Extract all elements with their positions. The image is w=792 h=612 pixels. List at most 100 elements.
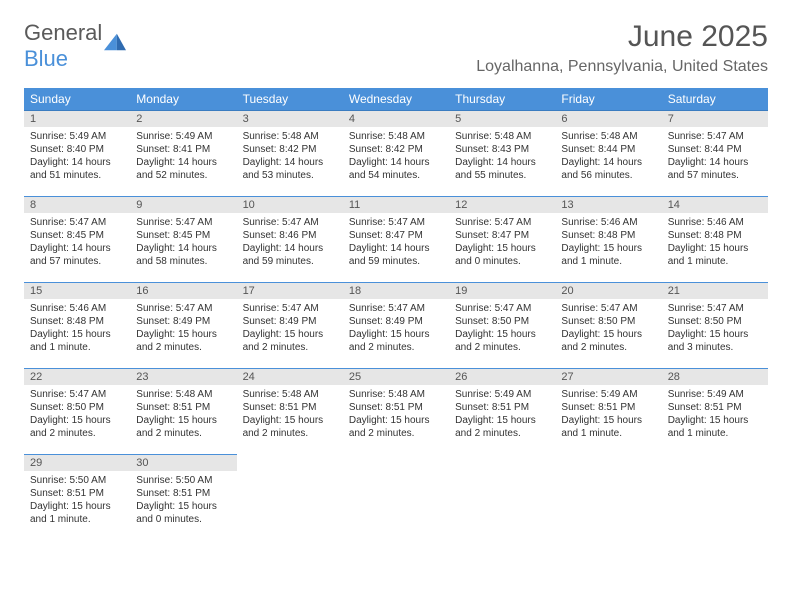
day-content: Sunrise: 5:47 AMSunset: 8:45 PMDaylight:… <box>130 213 236 272</box>
calendar-cell: 11Sunrise: 5:47 AMSunset: 8:47 PMDayligh… <box>343 197 449 283</box>
daylight-line: Daylight: 15 hours and 2 minutes. <box>30 414 124 440</box>
day-number: 23 <box>130 369 236 385</box>
sunset-line: Sunset: 8:50 PM <box>455 315 549 328</box>
sunset-line: Sunset: 8:51 PM <box>136 487 230 500</box>
sunset-line: Sunset: 8:51 PM <box>561 401 655 414</box>
calendar-cell: 14Sunrise: 5:46 AMSunset: 8:48 PMDayligh… <box>662 197 768 283</box>
calendar-row: 22Sunrise: 5:47 AMSunset: 8:50 PMDayligh… <box>24 369 768 455</box>
sunset-line: Sunset: 8:44 PM <box>561 143 655 156</box>
day-number: 12 <box>449 197 555 213</box>
sunrise-line: Sunrise: 5:50 AM <box>30 474 124 487</box>
sunrise-line: Sunrise: 5:47 AM <box>561 302 655 315</box>
calendar-cell: 4Sunrise: 5:48 AMSunset: 8:42 PMDaylight… <box>343 111 449 197</box>
calendar-row: 8Sunrise: 5:47 AMSunset: 8:45 PMDaylight… <box>24 197 768 283</box>
day-content: Sunrise: 5:50 AMSunset: 8:51 PMDaylight:… <box>24 471 130 530</box>
logo-text-blue: Blue <box>24 46 68 71</box>
day-number: 13 <box>555 197 661 213</box>
sunset-line: Sunset: 8:50 PM <box>30 401 124 414</box>
sunrise-line: Sunrise: 5:47 AM <box>668 130 762 143</box>
day-content: Sunrise: 5:50 AMSunset: 8:51 PMDaylight:… <box>130 471 236 530</box>
daylight-line: Daylight: 15 hours and 2 minutes. <box>243 414 337 440</box>
sunrise-line: Sunrise: 5:49 AM <box>136 130 230 143</box>
day-number: 24 <box>237 369 343 385</box>
calendar-cell <box>343 455 449 541</box>
sunset-line: Sunset: 8:51 PM <box>136 401 230 414</box>
sunset-line: Sunset: 8:48 PM <box>30 315 124 328</box>
day-number: 11 <box>343 197 449 213</box>
weekday-header: Wednesday <box>343 88 449 111</box>
sunrise-line: Sunrise: 5:49 AM <box>455 388 549 401</box>
day-content: Sunrise: 5:47 AMSunset: 8:46 PMDaylight:… <box>237 213 343 272</box>
day-number: 14 <box>662 197 768 213</box>
day-number: 9 <box>130 197 236 213</box>
day-number: 6 <box>555 111 661 127</box>
logo-triangle-icon <box>104 33 126 51</box>
day-number: 5 <box>449 111 555 127</box>
day-number: 15 <box>24 283 130 299</box>
sunrise-line: Sunrise: 5:47 AM <box>455 302 549 315</box>
day-content: Sunrise: 5:48 AMSunset: 8:51 PMDaylight:… <box>130 385 236 444</box>
sunrise-line: Sunrise: 5:49 AM <box>668 388 762 401</box>
daylight-line: Daylight: 15 hours and 2 minutes. <box>349 328 443 354</box>
daylight-line: Daylight: 15 hours and 0 minutes. <box>455 242 549 268</box>
daylight-line: Daylight: 15 hours and 1 minute. <box>668 242 762 268</box>
sunrise-line: Sunrise: 5:49 AM <box>561 388 655 401</box>
day-content: Sunrise: 5:47 AMSunset: 8:47 PMDaylight:… <box>449 213 555 272</box>
sunset-line: Sunset: 8:49 PM <box>243 315 337 328</box>
calendar-cell: 3Sunrise: 5:48 AMSunset: 8:42 PMDaylight… <box>237 111 343 197</box>
day-number: 8 <box>24 197 130 213</box>
day-content: Sunrise: 5:47 AMSunset: 8:47 PMDaylight:… <box>343 213 449 272</box>
day-content: Sunrise: 5:47 AMSunset: 8:44 PMDaylight:… <box>662 127 768 186</box>
daylight-line: Daylight: 14 hours and 56 minutes. <box>561 156 655 182</box>
daylight-line: Daylight: 14 hours and 51 minutes. <box>30 156 124 182</box>
day-number: 28 <box>662 369 768 385</box>
calendar-cell: 26Sunrise: 5:49 AMSunset: 8:51 PMDayligh… <box>449 369 555 455</box>
sunset-line: Sunset: 8:49 PM <box>136 315 230 328</box>
day-content: Sunrise: 5:46 AMSunset: 8:48 PMDaylight:… <box>555 213 661 272</box>
daylight-line: Daylight: 15 hours and 2 minutes. <box>136 414 230 440</box>
sunset-line: Sunset: 8:51 PM <box>30 487 124 500</box>
day-number: 22 <box>24 369 130 385</box>
sunrise-line: Sunrise: 5:47 AM <box>455 216 549 229</box>
day-content: Sunrise: 5:48 AMSunset: 8:42 PMDaylight:… <box>343 127 449 186</box>
day-number: 19 <box>449 283 555 299</box>
calendar-cell: 28Sunrise: 5:49 AMSunset: 8:51 PMDayligh… <box>662 369 768 455</box>
day-content: Sunrise: 5:48 AMSunset: 8:42 PMDaylight:… <box>237 127 343 186</box>
day-content: Sunrise: 5:49 AMSunset: 8:40 PMDaylight:… <box>24 127 130 186</box>
sunrise-line: Sunrise: 5:47 AM <box>30 216 124 229</box>
sunrise-line: Sunrise: 5:47 AM <box>349 302 443 315</box>
day-number: 2 <box>130 111 236 127</box>
calendar-row: 1Sunrise: 5:49 AMSunset: 8:40 PMDaylight… <box>24 111 768 197</box>
calendar-cell: 19Sunrise: 5:47 AMSunset: 8:50 PMDayligh… <box>449 283 555 369</box>
sunrise-line: Sunrise: 5:47 AM <box>243 216 337 229</box>
daylight-line: Daylight: 15 hours and 1 minute. <box>561 242 655 268</box>
calendar-cell <box>237 455 343 541</box>
sunset-line: Sunset: 8:44 PM <box>668 143 762 156</box>
sunset-line: Sunset: 8:51 PM <box>349 401 443 414</box>
daylight-line: Daylight: 15 hours and 0 minutes. <box>136 500 230 526</box>
day-content: Sunrise: 5:47 AMSunset: 8:49 PMDaylight:… <box>237 299 343 358</box>
calendar-row: 29Sunrise: 5:50 AMSunset: 8:51 PMDayligh… <box>24 455 768 541</box>
calendar-cell <box>449 455 555 541</box>
calendar-cell: 15Sunrise: 5:46 AMSunset: 8:48 PMDayligh… <box>24 283 130 369</box>
daylight-line: Daylight: 15 hours and 2 minutes. <box>243 328 337 354</box>
sunset-line: Sunset: 8:51 PM <box>668 401 762 414</box>
daylight-line: Daylight: 15 hours and 1 minute. <box>30 328 124 354</box>
calendar-cell: 13Sunrise: 5:46 AMSunset: 8:48 PMDayligh… <box>555 197 661 283</box>
sunset-line: Sunset: 8:50 PM <box>668 315 762 328</box>
day-number: 10 <box>237 197 343 213</box>
day-content: Sunrise: 5:49 AMSunset: 8:51 PMDaylight:… <box>555 385 661 444</box>
sunset-line: Sunset: 8:40 PM <box>30 143 124 156</box>
day-number: 4 <box>343 111 449 127</box>
day-content: Sunrise: 5:46 AMSunset: 8:48 PMDaylight:… <box>662 213 768 272</box>
sunrise-line: Sunrise: 5:47 AM <box>668 302 762 315</box>
day-number: 25 <box>343 369 449 385</box>
day-content: Sunrise: 5:48 AMSunset: 8:51 PMDaylight:… <box>343 385 449 444</box>
day-number: 21 <box>662 283 768 299</box>
sunrise-line: Sunrise: 5:47 AM <box>30 388 124 401</box>
calendar-cell: 12Sunrise: 5:47 AMSunset: 8:47 PMDayligh… <box>449 197 555 283</box>
daylight-line: Daylight: 14 hours and 57 minutes. <box>668 156 762 182</box>
sunrise-line: Sunrise: 5:48 AM <box>136 388 230 401</box>
daylight-line: Daylight: 14 hours and 58 minutes. <box>136 242 230 268</box>
logo-text-general: General <box>24 20 102 45</box>
